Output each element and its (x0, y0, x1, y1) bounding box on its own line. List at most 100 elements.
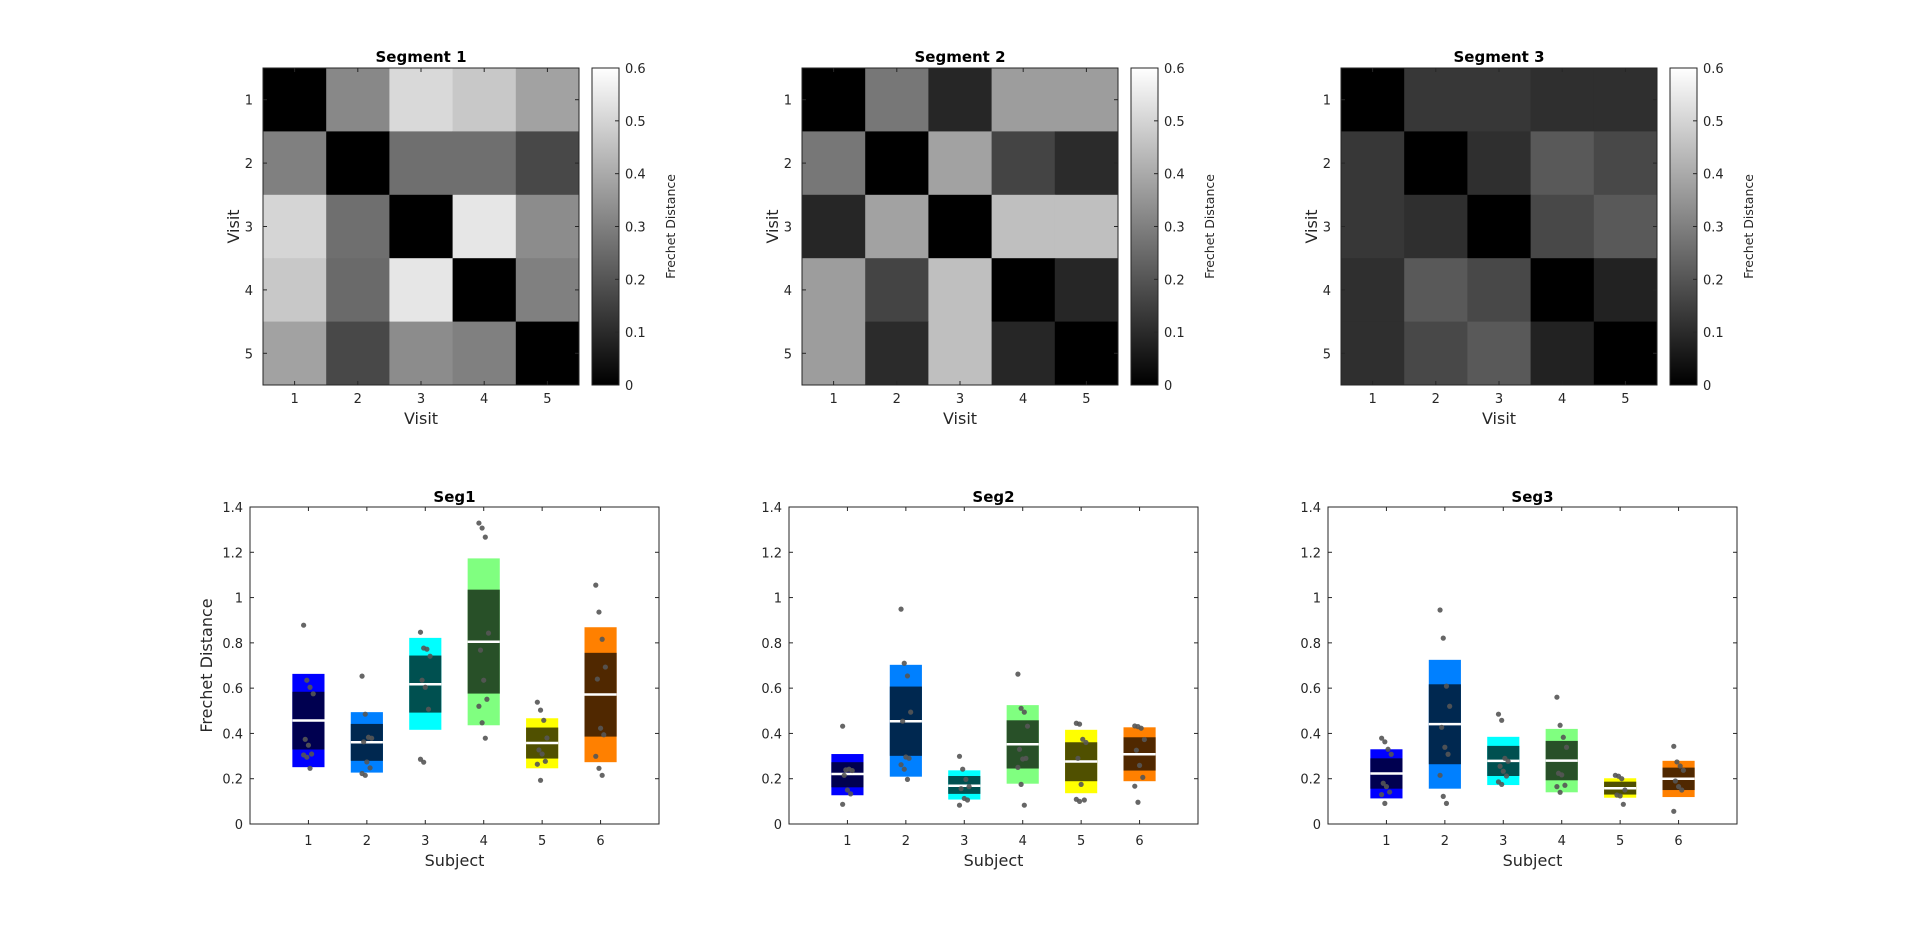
data-point (1563, 744, 1570, 750)
y-tick-label: 1.4 (222, 501, 243, 516)
data-point (848, 791, 854, 797)
x-tick-label: 5 (543, 392, 551, 407)
data-point (1622, 787, 1628, 793)
data-point (906, 755, 912, 761)
x-tick-label: 4 (1558, 834, 1566, 849)
data-point (304, 677, 310, 683)
data-point (1382, 739, 1388, 745)
data-point (597, 725, 604, 731)
x-tick-label: 2 (354, 392, 362, 407)
data-point (901, 660, 907, 666)
data-point (901, 766, 907, 772)
data-point (1679, 787, 1685, 793)
x-tick-label: 5 (538, 834, 546, 849)
subject-4-group (467, 520, 500, 741)
data-point (309, 751, 315, 757)
data-point (904, 776, 911, 782)
data-point (477, 647, 484, 653)
colorbar-label: Frechet Distance (663, 174, 678, 279)
data-point (1075, 755, 1081, 761)
data-point (1021, 709, 1027, 715)
y-tick-label: 0.8 (1300, 637, 1321, 652)
y-tick-label: 0.4 (222, 727, 243, 742)
heatmap-cell-r2-c5 (1054, 131, 1119, 196)
box-plot-3: 1 2 3 4 5 6 0 0.2 0.4 0.6 0.8 1 1.2 1.4 Seg3 Subject (1300, 488, 1738, 870)
data-point (599, 772, 605, 778)
heatmap-cell-r3-c3 (928, 194, 993, 259)
data-point (1495, 711, 1502, 717)
data-point (1503, 773, 1510, 779)
colorbar-label: Frechet Distance (1202, 174, 1217, 279)
data-point (481, 677, 487, 683)
heatmap-cell-r1-c4 (452, 68, 517, 132)
y-tick-label: 0.2 (761, 773, 782, 788)
heatmap-cell-r5-c1 (263, 321, 327, 386)
data-point (537, 707, 544, 713)
data-point (1015, 671, 1021, 677)
heatmap-cell-r3-c1 (263, 194, 327, 259)
x-tick-label: 2 (902, 834, 910, 849)
y-tick-label: 5 (1323, 347, 1331, 362)
data-point (1499, 717, 1505, 723)
data-point (1021, 802, 1027, 808)
colorbar-tick-label: 0.4 (1164, 168, 1185, 183)
y-tick-label: 0.6 (1300, 682, 1321, 697)
heatmap-cell-r5-c1 (802, 321, 866, 386)
heatmap-cell-r3-c2 (1404, 194, 1468, 259)
chart-title: Segment 1 (375, 48, 466, 66)
heatmap-cell-r5-c2 (326, 321, 390, 386)
data-point (1672, 778, 1678, 784)
x-tick-label: 1 (1368, 392, 1376, 407)
y-tick-label: 4 (245, 284, 253, 299)
heatmap-cell-r4-c4 (1530, 258, 1595, 323)
heatmap-cell-r2-c3 (928, 131, 993, 196)
data-point (596, 765, 602, 771)
colorbar-tick-label: 0.3 (1164, 221, 1185, 236)
data-point (1382, 800, 1388, 806)
heatmap-cell-r2-c3 (1467, 131, 1532, 196)
data-point (593, 753, 599, 759)
subject-4-group (1006, 671, 1039, 808)
colorbar-tick-label: 0.6 (1164, 62, 1185, 77)
data-point (958, 786, 964, 792)
data-point (594, 676, 600, 682)
x-tick-label: 5 (1621, 392, 1629, 407)
heatmap-cell-r3-c2 (326, 194, 390, 259)
subject-5-group (1604, 772, 1637, 807)
subject-6-group (584, 582, 617, 778)
y-tick-label: 0.8 (222, 637, 243, 652)
data-point (593, 582, 599, 588)
x-tick-label: 4 (1558, 392, 1566, 407)
y-tick-label: 1.2 (1300, 546, 1321, 561)
data-point (1135, 799, 1141, 805)
y-tick-label: 0.6 (761, 682, 782, 697)
x-tick-label: 3 (417, 392, 425, 407)
data-point (1671, 808, 1677, 814)
heatmap-cell-r1-c1 (802, 68, 866, 132)
data-point (841, 772, 847, 778)
heatmap-cell-r2-c3 (389, 131, 454, 196)
colorbar-tick-label: 0 (1164, 379, 1172, 394)
y-tick-label: 0.2 (222, 773, 243, 788)
x-axis-label: Subject (1503, 851, 1563, 870)
colorbar-tick-label: 0.3 (1703, 221, 1724, 236)
data-point (1440, 793, 1446, 799)
data-point (601, 732, 607, 738)
heatmap-cell-r3-c4 (452, 194, 517, 259)
heatmap-cell-r1-c2 (865, 68, 929, 132)
chart-title: Seg3 (1511, 488, 1553, 506)
heatmap-cell-r1-c4 (1530, 68, 1595, 132)
data-point (362, 711, 368, 717)
data-point (1559, 772, 1565, 778)
data-point (1383, 784, 1390, 790)
data-point (537, 777, 544, 783)
data-point (1440, 635, 1446, 641)
data-point (544, 735, 550, 741)
y-tick-label: 0.4 (1300, 727, 1321, 742)
heatmap-cell-r4-c1 (1341, 258, 1405, 323)
heatmap-cell-r2-c1 (263, 131, 327, 196)
data-point (1140, 774, 1146, 780)
heatmap-cell-r1-c2 (326, 68, 390, 132)
heatmap-cell-r3-c1 (1341, 194, 1405, 259)
